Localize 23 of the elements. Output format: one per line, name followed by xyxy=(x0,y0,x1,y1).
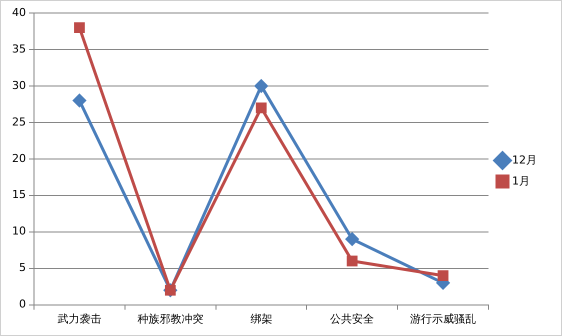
point xyxy=(438,270,448,282)
x-tick-label: 公共安全 xyxy=(330,312,374,326)
x-tick-label: 游行示威骚乱 xyxy=(410,312,476,326)
y-tick-label: 35 xyxy=(12,42,26,56)
legend-label: 1月 xyxy=(512,174,530,188)
point xyxy=(256,102,267,114)
x-tick-label: 武力袭击 xyxy=(57,312,102,326)
y-tick-label: 20 xyxy=(12,152,26,165)
y-tick-label: 40 xyxy=(12,6,26,19)
point xyxy=(346,256,358,266)
y-tick-label: 0 xyxy=(18,298,26,311)
legend-label: 12月 xyxy=(512,153,538,166)
point xyxy=(72,94,86,108)
y-tick-label: 5 xyxy=(18,261,26,274)
y-tick-label: 10 xyxy=(12,224,26,238)
point xyxy=(346,232,359,246)
x-tick-label: 种族邪教冲突 xyxy=(137,312,204,326)
y-tick-label: 25 xyxy=(12,115,26,128)
point xyxy=(74,22,85,33)
y-tick-label: 30 xyxy=(12,78,26,92)
x-tick-label: 绑架 xyxy=(250,312,272,326)
y-tick-label: 15 xyxy=(12,188,26,202)
point xyxy=(254,79,268,92)
